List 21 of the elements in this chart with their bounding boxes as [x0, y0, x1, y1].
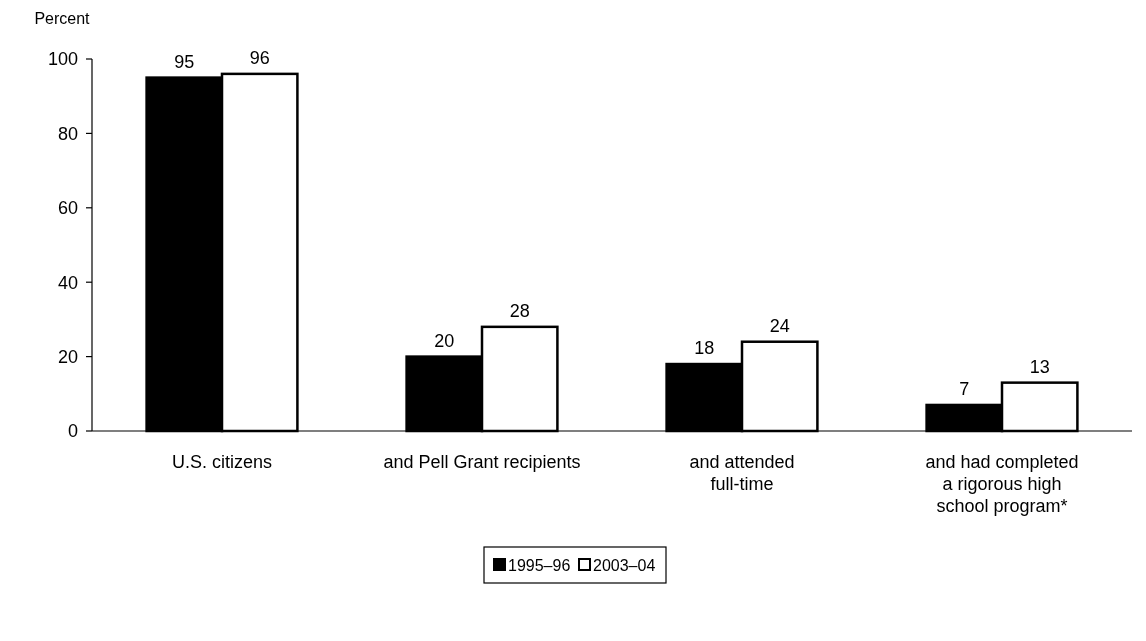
data-label: 28 — [509, 300, 530, 321]
legend-label: 1995–96 — [508, 556, 571, 574]
data-label: 95 — [174, 51, 195, 72]
data-label: 24 — [769, 315, 790, 336]
y-tick-label: 40 — [57, 272, 78, 293]
data-label: 20 — [434, 330, 455, 351]
data-label: 18 — [694, 338, 715, 359]
y-tick-label: 80 — [57, 123, 78, 144]
y-tick-label: 60 — [57, 198, 78, 219]
legend-label: 2003–04 — [593, 556, 656, 574]
x-tick-label: and had completed a rigorous high school program* — [925, 452, 1079, 516]
data-label: 7 — [959, 378, 970, 399]
x-tick-label: and Pell Grant recipients — [383, 452, 581, 472]
y-tick-label: 100 — [47, 49, 78, 70]
y-axis-title: Percent — [34, 10, 91, 27]
x-tick-label: and attended full-time — [689, 452, 795, 494]
data-label: 13 — [1029, 356, 1050, 377]
data-label: 96 — [249, 47, 270, 68]
y-tick-label: 20 — [57, 346, 78, 367]
x-tick-label: U.S. citizens — [171, 452, 273, 472]
y-tick-label: 0 — [67, 421, 78, 442]
